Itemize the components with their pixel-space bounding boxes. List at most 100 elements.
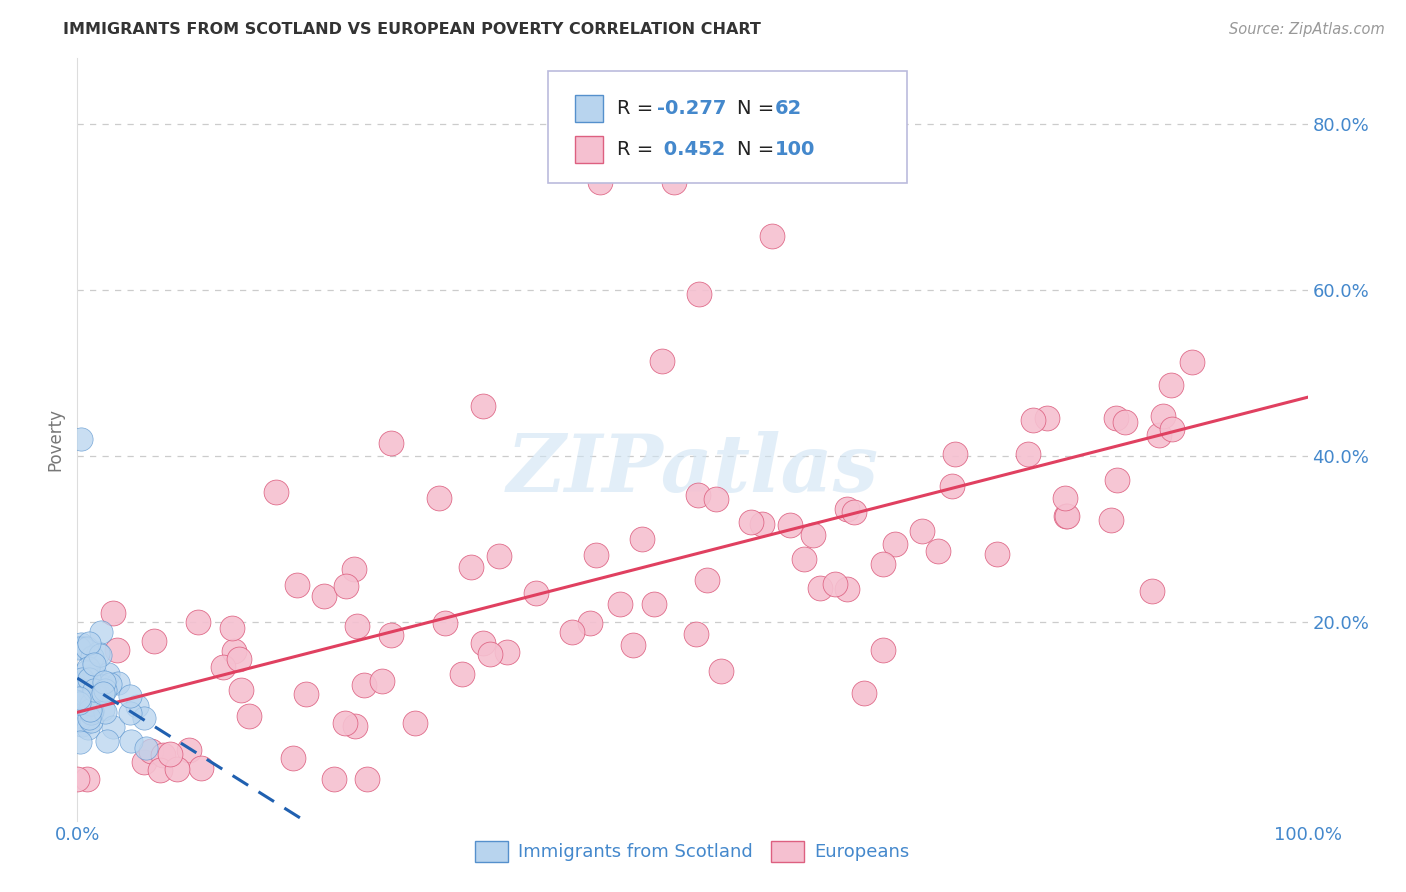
Point bbox=[353, 678, 375, 692]
Point bbox=[72, 674, 94, 689]
Point bbox=[696, 573, 718, 587]
Point bbox=[125, 699, 148, 714]
Point bbox=[75, 665, 97, 680]
Point bbox=[585, 548, 607, 562]
Point bbox=[212, 659, 235, 673]
Point bbox=[72, 690, 94, 704]
Point bbox=[89, 648, 111, 663]
Point bbox=[283, 751, 305, 765]
Point bbox=[356, 772, 378, 787]
Point bbox=[740, 516, 762, 530]
Point bbox=[70, 433, 93, 447]
Point bbox=[643, 598, 665, 612]
Point bbox=[222, 644, 245, 658]
Point bbox=[76, 694, 98, 708]
Point bbox=[495, 645, 517, 659]
Point bbox=[66, 772, 89, 787]
Point bbox=[76, 641, 98, 656]
Point bbox=[80, 714, 103, 728]
Point bbox=[69, 735, 91, 749]
Point bbox=[83, 669, 105, 683]
Point bbox=[404, 716, 426, 731]
Point bbox=[90, 679, 112, 693]
Point bbox=[94, 706, 117, 720]
Point bbox=[187, 615, 209, 629]
Point bbox=[872, 643, 894, 657]
Point bbox=[107, 676, 129, 690]
Point bbox=[135, 741, 157, 756]
Point bbox=[79, 695, 101, 709]
Point bbox=[80, 697, 103, 711]
Point bbox=[1147, 427, 1170, 442]
Point bbox=[343, 562, 366, 576]
Point bbox=[1160, 378, 1182, 392]
Text: Source: ZipAtlas.com: Source: ZipAtlas.com bbox=[1229, 22, 1385, 37]
Point bbox=[70, 673, 93, 687]
Point bbox=[842, 505, 865, 519]
Point bbox=[77, 685, 100, 699]
Point bbox=[221, 622, 243, 636]
Point bbox=[67, 640, 90, 655]
Point bbox=[344, 719, 367, 733]
Legend: Immigrants from Scotland, Europeans: Immigrants from Scotland, Europeans bbox=[468, 833, 917, 869]
Point bbox=[335, 579, 357, 593]
Point bbox=[631, 532, 654, 546]
Point bbox=[231, 683, 253, 698]
Point bbox=[105, 643, 128, 657]
Point bbox=[76, 687, 98, 701]
Point bbox=[83, 683, 105, 698]
Point bbox=[96, 734, 118, 748]
Point bbox=[98, 677, 121, 691]
Point bbox=[67, 696, 90, 710]
Point bbox=[76, 772, 98, 787]
Point bbox=[90, 624, 112, 639]
Point bbox=[166, 762, 188, 776]
Point bbox=[853, 686, 876, 700]
Point bbox=[792, 551, 814, 566]
Point bbox=[835, 582, 858, 596]
Point bbox=[751, 517, 773, 532]
Point bbox=[1114, 415, 1136, 429]
Point bbox=[986, 547, 1008, 561]
Point bbox=[433, 615, 456, 630]
Point bbox=[69, 637, 91, 651]
Point bbox=[1017, 447, 1039, 461]
Point bbox=[73, 687, 96, 701]
Point bbox=[589, 175, 612, 189]
Point bbox=[91, 702, 114, 716]
Point bbox=[67, 690, 90, 704]
Point bbox=[621, 638, 644, 652]
Text: R =: R = bbox=[617, 99, 659, 118]
Point bbox=[77, 721, 100, 735]
Point bbox=[97, 666, 120, 681]
Point bbox=[91, 685, 114, 699]
Point bbox=[911, 524, 934, 538]
Point bbox=[132, 711, 155, 725]
Text: 0.452: 0.452 bbox=[657, 140, 725, 159]
Point bbox=[761, 229, 783, 244]
Point bbox=[524, 586, 547, 600]
Point bbox=[801, 527, 824, 541]
Point bbox=[333, 716, 356, 731]
Point bbox=[561, 625, 583, 640]
Point bbox=[1105, 474, 1128, 488]
Point bbox=[83, 657, 105, 672]
Point bbox=[190, 761, 212, 775]
Point bbox=[824, 577, 846, 591]
Point bbox=[704, 491, 727, 506]
Point bbox=[1054, 509, 1077, 524]
Point bbox=[943, 447, 966, 461]
Point bbox=[294, 687, 316, 701]
Point bbox=[471, 635, 494, 649]
Point bbox=[380, 628, 402, 642]
Point bbox=[371, 674, 394, 689]
Point bbox=[872, 557, 894, 571]
Point bbox=[380, 436, 402, 450]
Point bbox=[1152, 409, 1174, 424]
Text: N =: N = bbox=[737, 99, 780, 118]
Point bbox=[177, 742, 200, 756]
Point bbox=[1053, 491, 1076, 506]
Point bbox=[70, 700, 93, 714]
Point bbox=[1181, 354, 1204, 368]
Point bbox=[139, 744, 162, 758]
